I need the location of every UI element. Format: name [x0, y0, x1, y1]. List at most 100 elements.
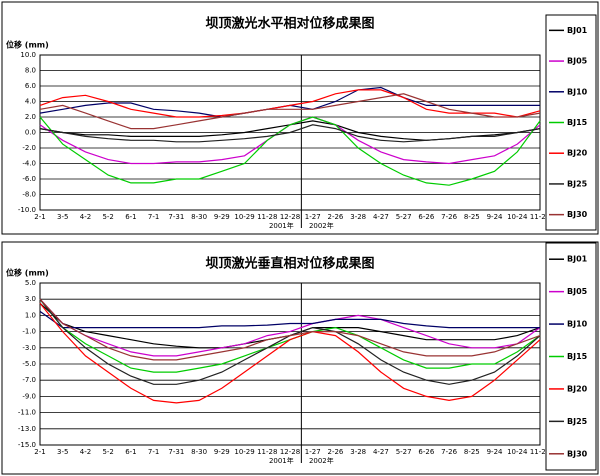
y-tick-label: 1.0: [25, 311, 36, 319]
x-tick-label: 6-1: [125, 448, 136, 456]
legend-label: BJ01: [567, 26, 588, 35]
series-line: [39, 116, 541, 165]
legend-label: BJ10: [567, 87, 588, 96]
x-tick-label: 5-2: [102, 448, 113, 456]
series-line: [39, 298, 541, 361]
x-tick-label: 11-28: [257, 448, 277, 456]
legend-label: BJ15: [567, 118, 588, 127]
x-tick-label: 10-29: [234, 213, 254, 221]
x-tick-label: 4-27: [373, 448, 389, 456]
year-label: 2002年: [309, 221, 334, 230]
x-tick-label: 2-1: [34, 448, 45, 456]
x-tick-label: 7-1: [148, 448, 159, 456]
series-line: [39, 298, 541, 385]
x-tick-label: 10-24: [507, 448, 528, 456]
x-tick-label: 8-25: [464, 213, 480, 221]
chart-title: 坝顶激光水平相对位移成果图: [205, 16, 374, 32]
y-tick-label: -11.0: [18, 409, 36, 417]
x-tick-label: 11-23: [530, 213, 550, 221]
year-label: 2002年: [309, 456, 334, 465]
y-tick-label: -15.0: [18, 441, 36, 449]
x-tick-label: 10-29: [234, 448, 254, 456]
x-tick-label: 12-28: [280, 213, 300, 221]
series-line: [39, 116, 541, 186]
y-tick-label: -8.0: [22, 191, 36, 199]
y-tick-label: 0.0: [25, 129, 36, 137]
x-tick-label: 4-2: [80, 448, 91, 456]
series-line: [39, 124, 541, 143]
x-tick-label: 3-28: [350, 213, 366, 221]
y-tick-label: -13.0: [18, 425, 36, 433]
y-tick-label: -7.0: [22, 376, 36, 384]
x-tick-label: 5-2: [102, 213, 113, 221]
y-axis-label: 位移 (mm): [6, 40, 49, 50]
y-tick-label: -3.0: [22, 344, 36, 352]
x-tick-label: 6-1: [125, 213, 136, 221]
y-tick-label: 2.0: [25, 113, 36, 121]
chart-title: 坝顶激光垂直相对位移成果图: [205, 256, 374, 272]
x-tick-label: 9-24: [487, 448, 503, 456]
x-tick-label: 8-30: [191, 448, 207, 456]
x-tick-label: 3-5: [57, 213, 68, 221]
x-tick-label: 2-1: [34, 213, 45, 221]
legend-label: BJ20: [567, 384, 588, 393]
x-tick-label: 7-1: [148, 213, 159, 221]
legend-label: BJ25: [567, 417, 588, 426]
y-tick-label: -5.0: [22, 360, 36, 368]
y-tick-label: -2.0: [22, 144, 36, 152]
y-tick-label: 6.0: [25, 82, 36, 90]
y-tick-label: 10.0: [20, 51, 36, 59]
x-tick-label: 8-30: [191, 213, 207, 221]
x-tick-label: 3-5: [57, 448, 68, 456]
series-line: [39, 310, 540, 329]
y-tick-label: 5.0: [25, 279, 36, 287]
series-line: [39, 302, 541, 349]
x-tick-label: 5-27: [396, 448, 412, 456]
x-tick-label: 5-27: [396, 213, 412, 221]
y-tick-label: -10.0: [18, 206, 36, 214]
legend-label: BJ05: [567, 57, 588, 66]
x-tick-label: 9-24: [487, 213, 503, 221]
x-tick-label: 9-29: [214, 213, 230, 221]
x-tick-label: 4-2: [80, 213, 91, 221]
x-tick-label: 3-28: [350, 448, 366, 456]
x-tick-label: 11-28: [257, 213, 277, 221]
legend-label: BJ15: [567, 352, 588, 361]
x-tick-label: 2-26: [328, 448, 344, 456]
y-tick-label: -1.0: [22, 328, 36, 336]
y-tick-label: 8.0: [25, 67, 36, 75]
x-tick-label: 9-29: [214, 448, 230, 456]
series-line: [39, 298, 541, 357]
y-tick-label: -6.0: [22, 175, 36, 183]
x-tick-label: 12-28: [280, 448, 300, 456]
chart-frame: [1, 1, 599, 235]
x-tick-label: 6-26: [418, 213, 434, 221]
x-tick-label: 8-25: [464, 448, 480, 456]
y-tick-label: 4.0: [25, 98, 36, 106]
x-tick-label: 7-31: [168, 448, 184, 456]
x-tick-label: 10-24: [507, 213, 528, 221]
legend-label: BJ10: [567, 320, 588, 329]
x-tick-label: 6-26: [418, 448, 434, 456]
x-tick-label: 7-26: [441, 448, 457, 456]
year-label: 2001年: [269, 221, 294, 230]
y-tick-label: 3.0: [25, 295, 36, 303]
year-label: 2001年: [269, 456, 294, 465]
series-line: [39, 302, 541, 404]
legend-label: BJ30: [567, 210, 588, 219]
series-line: [39, 89, 541, 118]
legend-label: BJ25: [567, 179, 588, 188]
series-line: [39, 93, 541, 130]
x-tick-label: 7-26: [441, 213, 457, 221]
plot-area: [39, 54, 541, 211]
x-tick-label: 1-27: [305, 448, 321, 456]
x-tick-label: 11-23: [530, 448, 550, 456]
plot-area: [39, 282, 541, 446]
legend-label: BJ05: [567, 287, 588, 296]
x-tick-label: 2-26: [328, 213, 344, 221]
y-tick-label: -4.0: [22, 160, 36, 168]
x-tick-label: 7-31: [168, 213, 184, 221]
x-tick-label: 1-27: [305, 213, 321, 221]
